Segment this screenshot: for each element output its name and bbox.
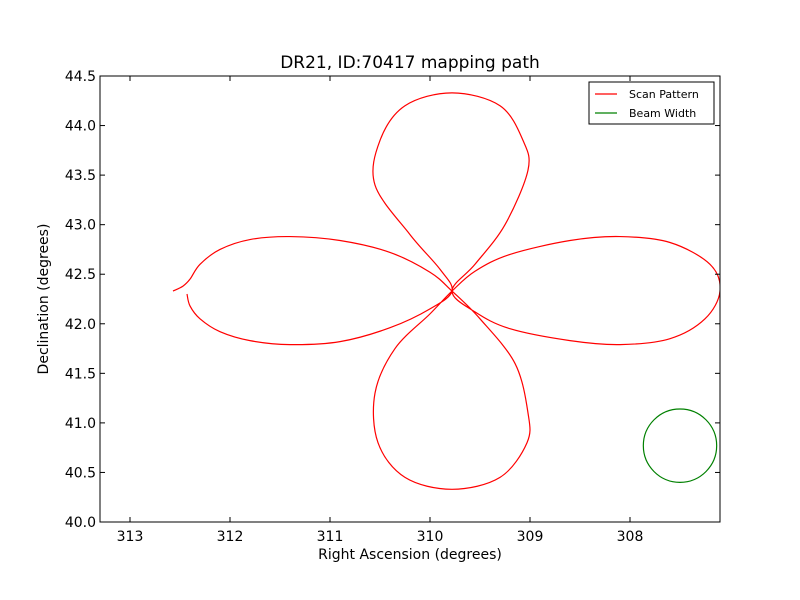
y-tick-label: 42.5 <box>65 267 96 283</box>
x-axis: 313 312 311 310 309 308 <box>117 76 644 545</box>
x-tick-label: 312 <box>217 529 244 545</box>
legend-label: Scan Pattern <box>629 88 699 101</box>
x-tick-label: 311 <box>317 529 344 545</box>
beam-width-circle <box>642 408 718 483</box>
x-tick-label: 313 <box>117 529 144 545</box>
scan-pattern-line <box>172 92 720 490</box>
chart-title: DR21, ID:70417 mapping path <box>280 53 540 73</box>
y-tick-label: 41.0 <box>65 416 96 432</box>
legend-label: Beam Width <box>629 107 696 120</box>
y-axis: 40.0 40.5 41.0 41.5 42.0 42.5 43.0 43.5 44.0 44.5 <box>65 69 720 531</box>
y-tick-label: 41.5 <box>65 366 96 382</box>
y-tick-label: 44.5 <box>65 69 96 85</box>
y-tick-label: 40.5 <box>65 465 96 481</box>
y-tick-label: 42.0 <box>65 317 96 333</box>
x-tick-label: 309 <box>517 529 544 545</box>
x-tick-label: 308 <box>617 529 644 545</box>
y-tick-label: 44.0 <box>65 119 96 135</box>
x-tick-label: 310 <box>417 529 444 545</box>
x-axis-label: Right Ascension (degrees) <box>318 547 502 563</box>
legend-box <box>588 81 715 125</box>
y-axis-label: Declination (degrees) <box>36 224 52 375</box>
y-tick-label: 40.0 <box>65 515 96 531</box>
y-tick-label: 43.5 <box>65 168 96 184</box>
legend: Scan Pattern Beam Width <box>588 81 715 125</box>
y-tick-label: 43.0 <box>65 218 96 234</box>
plot-frame <box>99 75 721 523</box>
